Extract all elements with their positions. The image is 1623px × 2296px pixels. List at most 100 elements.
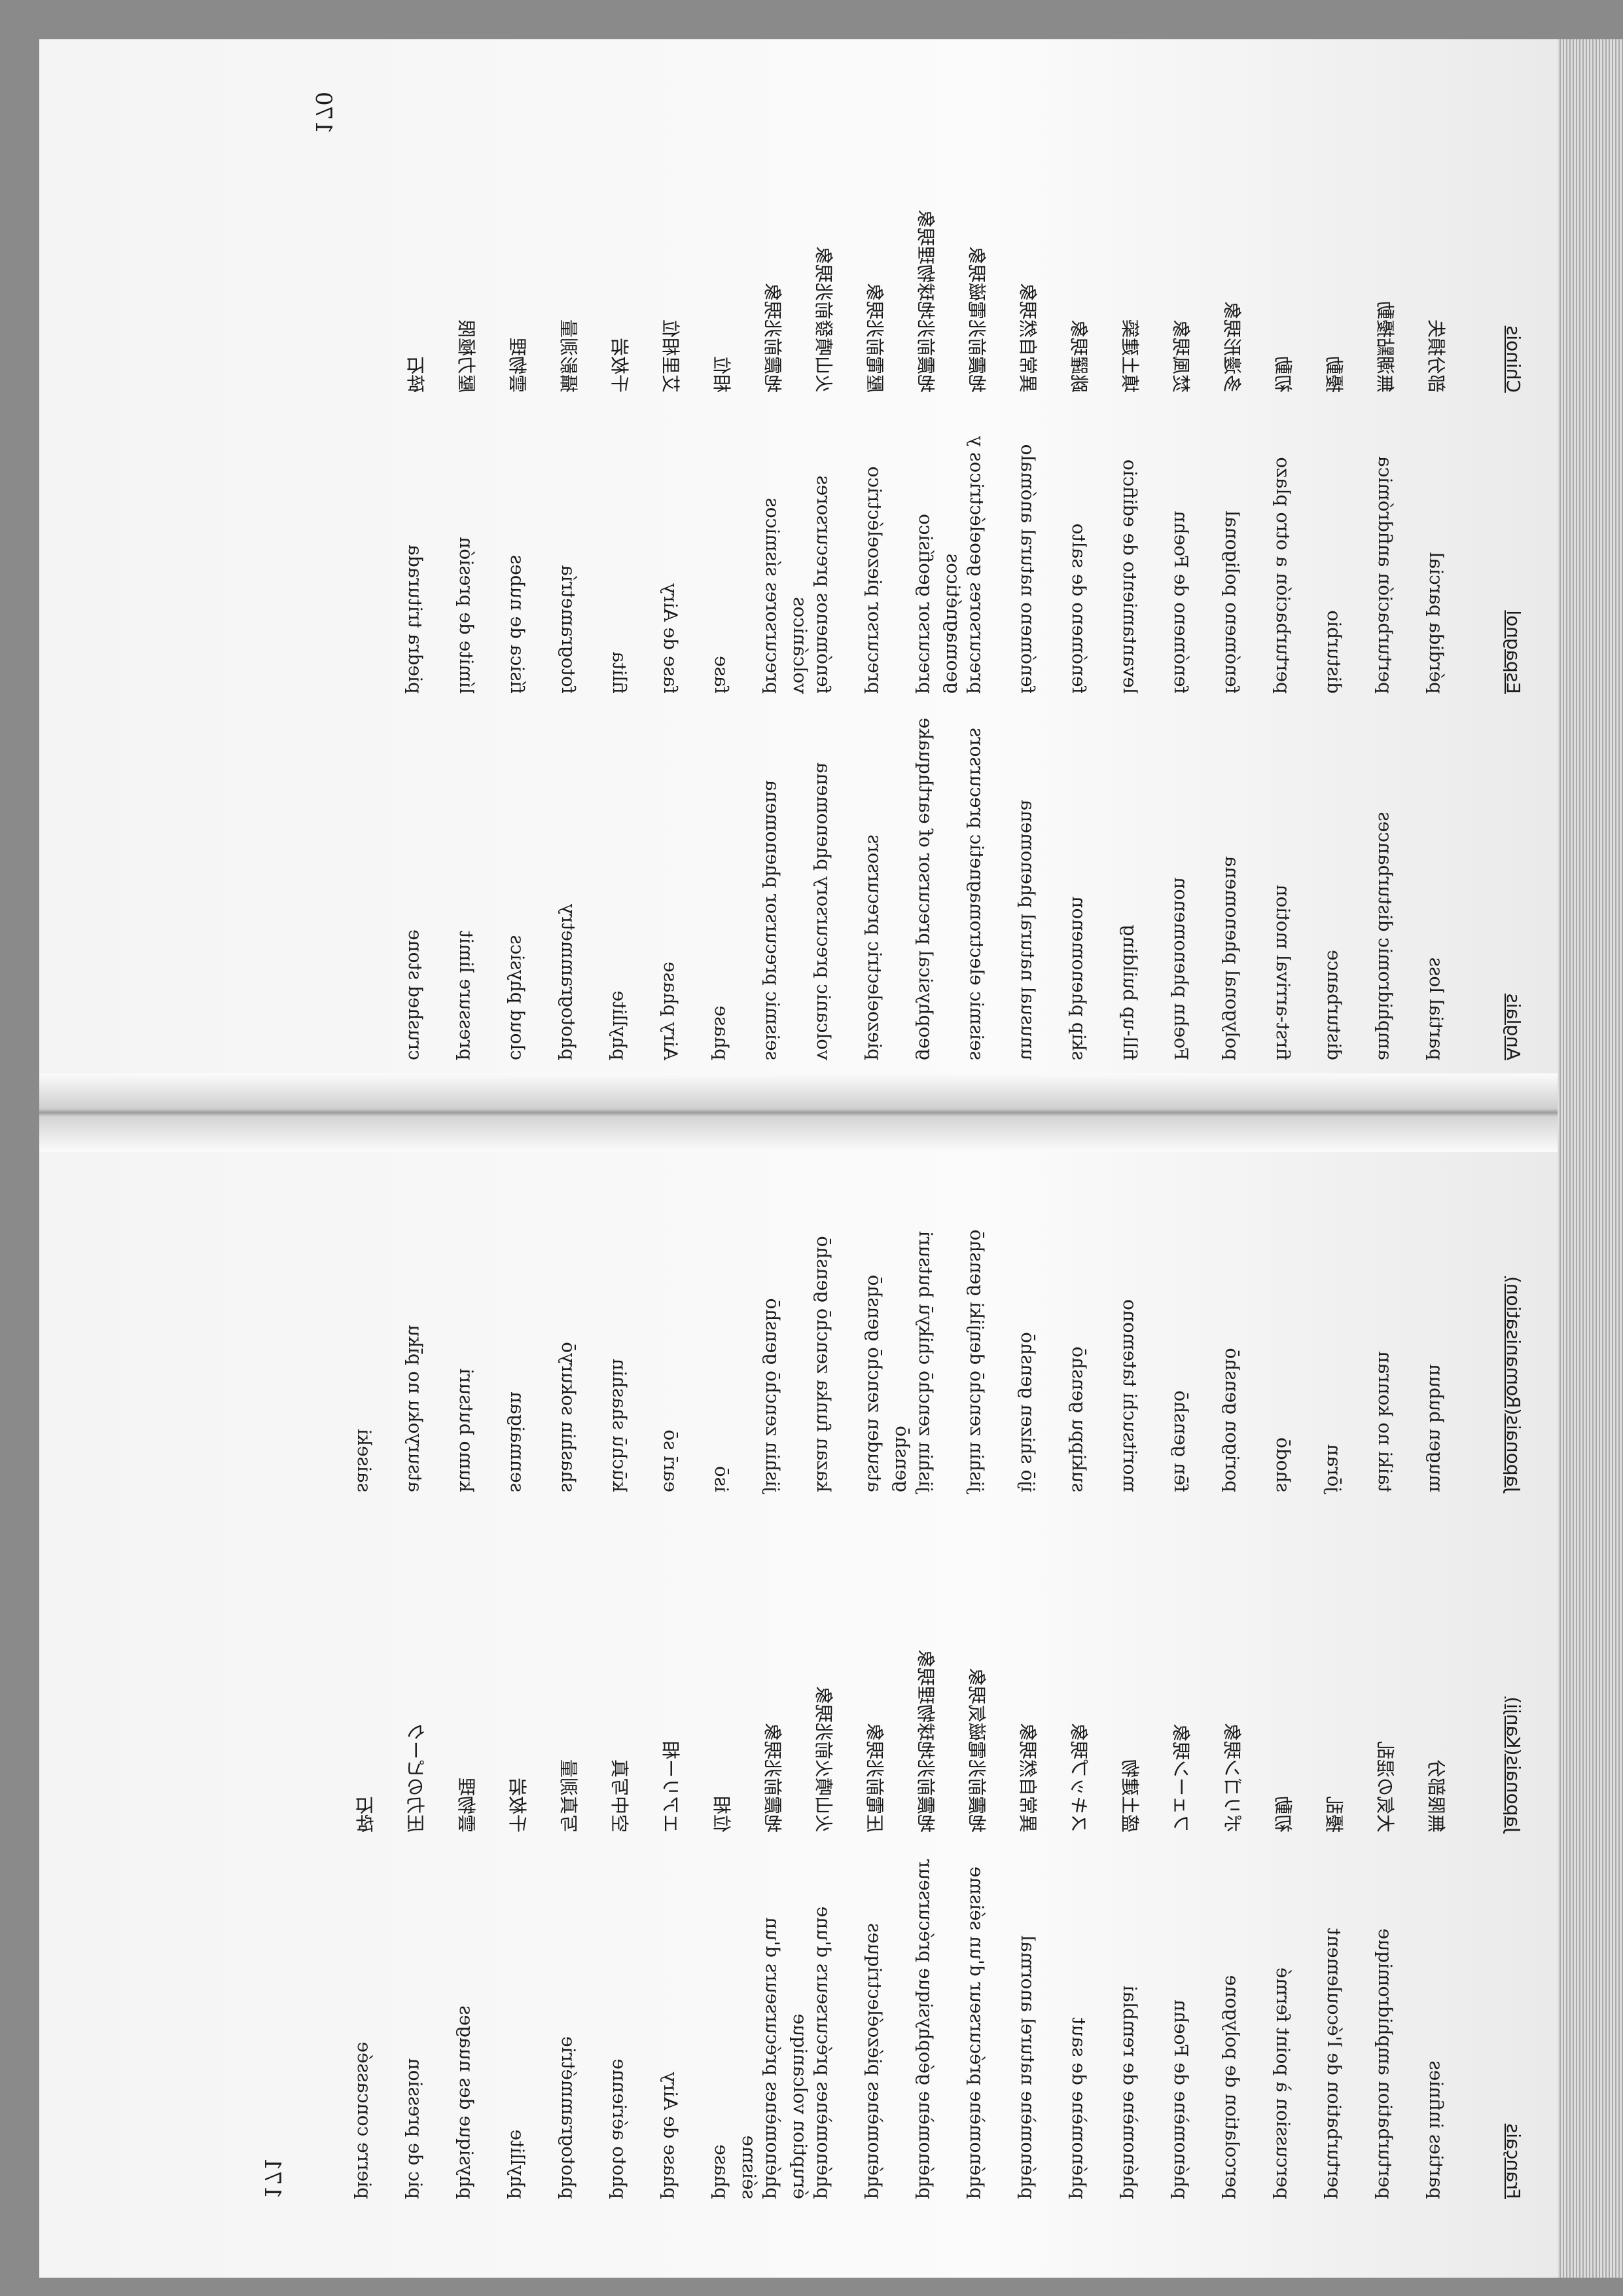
glossary-row: unusual natural phenomena fenómeno natura…	[988, 92, 1039, 1060]
glossary-row: Airy phase fase de Airy 艾里相位	[631, 92, 682, 1060]
glossary-term: 地震前兆現象	[762, 282, 783, 393]
glossary-row: photogrammetry fotogrametría 攝影測量	[529, 92, 580, 1060]
glossary-term: エアリー相	[660, 1740, 681, 1833]
glossary-term: 地震前兆電磁現象	[966, 245, 988, 393]
glossary-term: phyllite	[507, 2129, 528, 2199]
glossary-term: 焚風現象	[1170, 319, 1192, 393]
glossary-term: 雲物理	[507, 337, 528, 393]
glossary-row: piezoelectric precursors precursor piezoe…	[835, 92, 886, 1060]
page-number: 170	[310, 92, 336, 134]
glossary-term: percussion à point fermé	[1272, 1967, 1294, 2199]
glossary-row: phénomènes piézoélectriques 圧電前兆現象 atsuden…	[835, 1178, 886, 2199]
glossary-term: 地震前兆地球物理現象	[915, 1649, 936, 1833]
glossary-term: kazan funka zenchō genshō	[813, 1236, 834, 1492]
glossary-row: phyllite filita 千枚岩	[580, 92, 631, 1060]
glossary-term: 部分損失	[1425, 319, 1447, 393]
glossary-term: piezoelectric precursors	[864, 834, 885, 1060]
glossary-term: photogrammétrie	[558, 2036, 579, 2199]
page-edges	[1558, 39, 1623, 2278]
glossary-term: 地震前兆電磁気現象	[966, 1667, 988, 1833]
glossary-term: 無潮點擾動	[1374, 300, 1396, 393]
glossary-term: 相位	[711, 355, 732, 393]
glossary-term: phase	[711, 2144, 732, 2199]
glossary-term: 異常自然現象	[1017, 282, 1039, 393]
glossary-term: amphidromic disturbances	[1374, 812, 1396, 1060]
glossary-term: phénomène géophysique précurseur	[915, 1859, 936, 2199]
glossary-term: 異常自然現象	[1017, 1722, 1039, 1833]
glossary-term: 千枚岩	[507, 1777, 528, 1833]
glossary-term: pierre concassée	[353, 2041, 375, 2199]
glossary-term: 地震前兆現象	[762, 1722, 783, 1833]
glossary-row: skip phenomenon fenómeno de salto 跳躍現象	[1039, 92, 1090, 1060]
glossary-term: phyllite	[609, 990, 630, 1060]
glossary-term: shashin sokuryō	[558, 1342, 579, 1492]
glossary-row: photogrammétrie 写真測量 shashin sokuryō	[529, 1178, 580, 2199]
glossary-term: atsuden zenchō genshō	[864, 1274, 885, 1492]
glossary-term: saiseki	[353, 1429, 375, 1492]
glossary-term: 大気の混乱	[1374, 1740, 1396, 1833]
glossary-term: Foehn phenomenon	[1170, 877, 1192, 1060]
glossary-term: perturbación a otro plazo	[1272, 457, 1294, 694]
glossary-term: atsuryoku no pīku	[404, 1325, 426, 1492]
column-header-row: Anglais Espagnol Chinois	[1448, 92, 1525, 1060]
glossary-term: fenómeno de salto	[1068, 523, 1090, 694]
column-header: Chinois	[1503, 325, 1524, 393]
glossary-term: skip phenomenon	[1068, 896, 1090, 1060]
glossary-term: precursores geoeléctricos y geomagnético…	[942, 436, 988, 694]
glossary-term: kumo butsuri	[455, 1368, 477, 1492]
glossary-term: precursor geofísico	[915, 513, 936, 694]
glossary-term: phénomènes précurseurs d'une éruption vo…	[789, 1906, 834, 2199]
right-page: Français Japonais(Kanji) Japonais(Romanisa…	[259, 1178, 1525, 2199]
glossary-term: taiki no konran	[1374, 1351, 1396, 1492]
glossary-row: parties infinies 無限部分 mugen bubun	[1397, 1178, 1448, 2199]
left-page: Anglais Espagnol Chinois partial loss pérdid…	[310, 92, 1525, 1060]
glossary-term: piedra triturada	[404, 545, 426, 694]
glossary-term: phénomène de Foehn	[1170, 2000, 1192, 2199]
glossary-row: crushed stone piedra triturada 碎石	[376, 92, 427, 1060]
glossary-row: perturbation amphidromique 大気の混乱 taiki no …	[1346, 1178, 1397, 2199]
glossary-row: seismic precursor phenomena precursores s…	[733, 92, 784, 1060]
glossary-term: seismic electromagnetic precursors	[966, 727, 988, 1060]
glossary-term: first-arrival motion	[1272, 884, 1294, 1060]
glossary-term: 千枚岩	[609, 337, 630, 393]
glossary-row: pressure limit límite de presión 壓力極限	[427, 92, 478, 1060]
glossary-row: percussion à point fermé 初動 shodō	[1243, 1178, 1294, 2199]
glossary-term: shodō	[1272, 1437, 1294, 1492]
glossary-term: precursor piezoeléctrico	[864, 466, 885, 694]
glossary-term: 填土建築	[1119, 319, 1141, 393]
glossary-term: ポリゴン現象	[1221, 1722, 1243, 1833]
glossary-term: perturbación anfidrómica	[1374, 456, 1396, 694]
glossary-term: 地震前兆地球物理現象	[915, 209, 936, 393]
glossary-term: phénomènes piézoélectriques	[864, 1923, 885, 2199]
glossary-term: 壓電前兆現象	[864, 282, 885, 393]
glossary-term: geophysical precursor of earthquake	[915, 717, 936, 1060]
glossary-row: phénomène précurseur d'un séisme 地震前兆電磁気現…	[937, 1178, 988, 2199]
glossary-term: 擾動	[1323, 355, 1345, 393]
glossary-row: phénomènes précurseurs d'une éruption vo…	[784, 1178, 835, 2199]
glossary-term: jishin zenchō denjiki genshō	[966, 1229, 988, 1492]
glossary-term: pic de pression	[404, 2058, 426, 2199]
glossary-term: 雲物理	[455, 1777, 477, 1833]
glossary-term: fotogrametría	[558, 565, 579, 694]
glossary-term: senmaigan	[507, 1391, 528, 1492]
glossary-row: partial loss pérdida parcial 部分損失	[1397, 92, 1448, 1060]
glossary-term: 圧力のピーク	[404, 1722, 426, 1833]
glossary-row: seismic electromagnetic precursors precur…	[937, 92, 988, 1060]
glossary-term: 壓力極限	[455, 319, 477, 393]
glossary-term: porigon genshō	[1221, 1348, 1243, 1492]
glossary-term: photo aérienne	[609, 2058, 630, 2199]
glossary-term: isō	[711, 1465, 732, 1492]
glossary-row: phase 位相 isō	[682, 1178, 733, 2199]
glossary-row: polygonal phenomena fenómeno poligonal 多邊形…	[1192, 92, 1243, 1060]
column-header: Français	[1503, 2123, 1524, 2199]
glossary-term: precursores sísmicos	[762, 497, 783, 694]
glossary-term: perturbation de l'écoulement	[1323, 1928, 1345, 2199]
glossary-term: 盛土建物	[1119, 1759, 1141, 1833]
glossary-row: first-arrival motion perturbación a otro …	[1243, 92, 1294, 1060]
glossary-term: percolation de polygone	[1221, 1975, 1243, 2199]
glossary-row: phase de Airy エアリー相 earī sō	[631, 1178, 682, 2199]
glossary-row: physique des nuages 雲物理 kumo butsuri	[427, 1178, 478, 2199]
glossary-row: perturbation de l'écoulement 擾乱 jōran	[1294, 1178, 1346, 2199]
glossary-term: pressure limit	[455, 930, 477, 1060]
glossary-term: phénomènes précurseurs d'un séisme	[738, 1917, 783, 2199]
